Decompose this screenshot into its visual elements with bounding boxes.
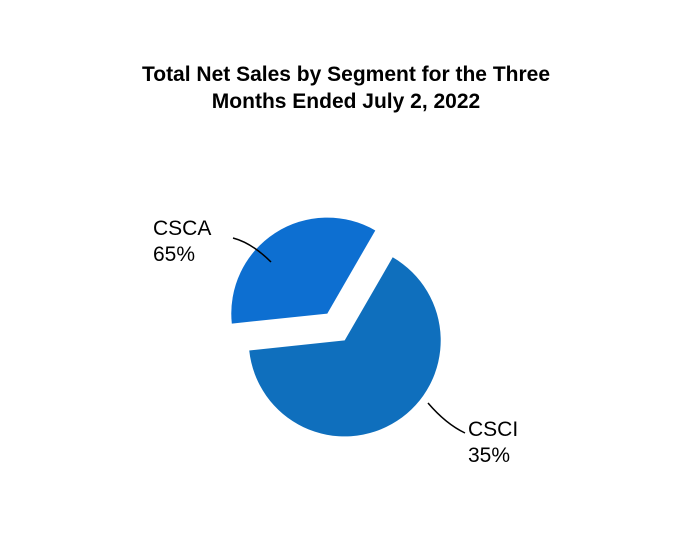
leader-line-csci: [427, 402, 466, 434]
pie-slice-csca: [249, 257, 441, 437]
chart-title-line-1: Total Net Sales by Segment for the Three: [141, 63, 551, 86]
slice-value-csci: 35%: [468, 444, 510, 467]
slice-value-csca: 65%: [153, 243, 195, 266]
slice-label-csca: CSCA: [153, 217, 211, 240]
pie-slice-csci: [231, 217, 376, 324]
leader-line-csca: [232, 237, 272, 263]
slice-label-csci: CSCI: [468, 418, 518, 441]
chart-title-line-2: Months Ended July 2, 2022: [211, 90, 481, 113]
